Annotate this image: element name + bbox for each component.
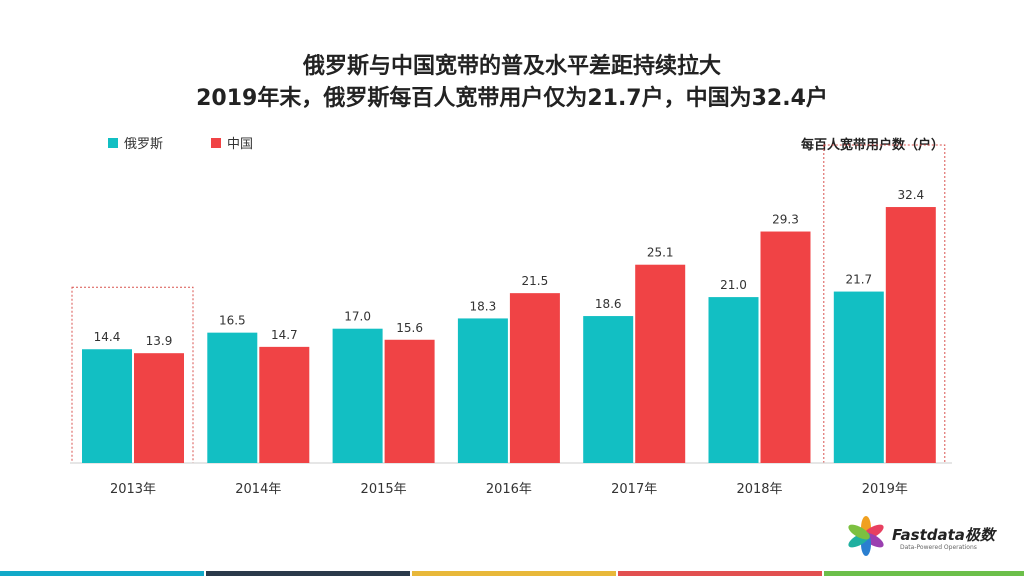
footer-stripe-1 [0,571,204,576]
footer-stripe-3 [412,571,616,576]
logo-name: Fastdata极数 [892,526,995,544]
bar-china [885,207,936,463]
bar-china [509,293,560,463]
legend-swatch-china [211,137,222,148]
fastdata-logo-icon [848,516,884,556]
logo-tagline: Data-Powered Operations [900,544,977,551]
data-label: 21.7 [845,273,872,287]
legend-swatch-russia [108,137,118,148]
legend-label-china: 中国 [227,137,254,152]
bar-russia [207,332,258,463]
data-label: 13.9 [146,334,173,348]
bar-china [134,353,184,463]
legend-label-russia: 俄罗斯 [124,137,164,152]
legend: 俄罗斯 中国 [108,133,253,152]
x-tick-label: 2019年 [862,482,908,497]
bar-russia [332,328,383,463]
x-tick-label: 2015年 [361,482,407,497]
data-label: 16.5 [219,314,246,328]
data-label: 14.7 [271,328,298,342]
bar-china [384,339,435,463]
data-label: 18.6 [595,297,622,311]
footer-stripe-4 [618,571,822,576]
bar-russia [82,349,132,463]
footer-stripe-2 [206,571,410,576]
data-label: 17.0 [344,310,371,324]
bar-china [635,264,686,463]
data-label: 29.3 [772,213,799,227]
chart-subtitle: 2019年末，俄罗斯每百人宽带用户仅为21.7户，中国为32.4户 [196,86,828,111]
legend-item-china: 中国 [211,133,253,152]
bar-russia [457,318,508,463]
data-label: 21.5 [522,274,549,288]
footer-stripe-5 [824,571,1024,576]
data-label: 14.4 [94,330,121,344]
x-tick-label: 2017年 [611,482,657,497]
bar-russia [583,316,634,463]
x-tick-label: 2013年 [110,482,156,497]
chart-title: 俄罗斯与中国宽带的普及水平差距持续拉大 [302,54,721,79]
x-tick-label: 2016年 [486,482,532,497]
bar-china [259,346,310,463]
bar-russia [708,297,759,463]
data-label: 15.6 [396,321,423,335]
bar-russia [833,291,884,463]
data-label: 21.0 [720,278,747,292]
data-label: 18.3 [470,299,497,313]
highlight-box [823,144,946,464]
bar-china [760,231,811,463]
x-tick-label: 2018年 [736,482,782,497]
data-label: 25.1 [647,246,674,260]
legend-item-russia: 俄罗斯 [108,133,163,152]
x-tick-label: 2014年 [235,482,281,497]
data-label: 32.4 [897,188,924,202]
